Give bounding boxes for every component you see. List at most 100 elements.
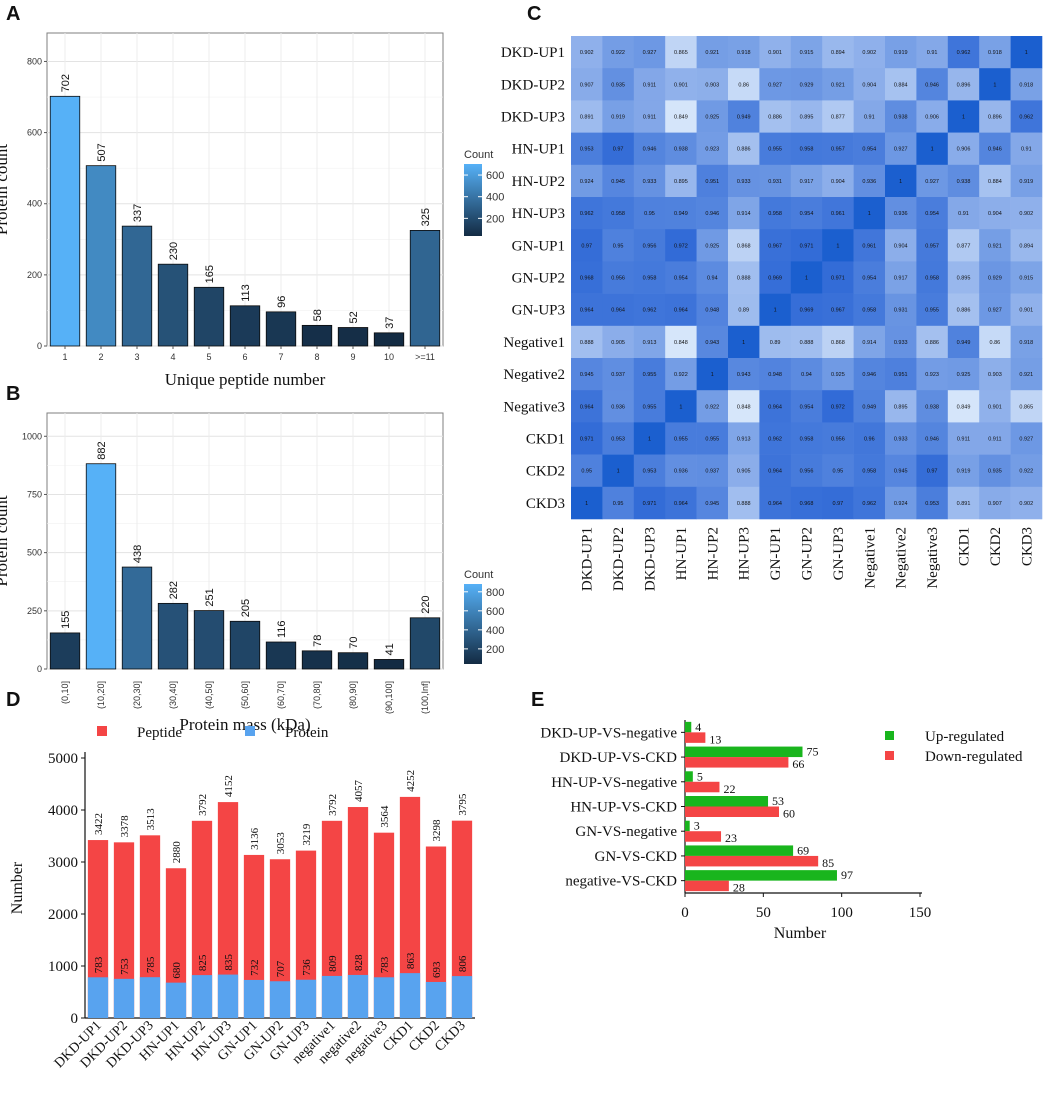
heatmap-cell-CKD3-GN-UP2 bbox=[790, 486, 823, 520]
heatmap-cell-value: 0.923 bbox=[705, 147, 719, 153]
heatmap-cell-DKD-UP2-Negative3 bbox=[916, 68, 949, 101]
heatmap-cell-DKD-UP2-Negative1 bbox=[853, 68, 886, 101]
up-value-label: 5 bbox=[697, 769, 703, 783]
heatmap-cell-HN-UP2-HN-UP2 bbox=[696, 164, 729, 198]
heatmap-cell-Negative2-Negative3 bbox=[916, 358, 949, 391]
bar->=11 bbox=[409, 230, 441, 347]
heatmap-cell-CKD2-GN-UP2 bbox=[790, 454, 823, 488]
heatmap-cell-value: 0.969 bbox=[800, 308, 814, 314]
heatmap-cell-DKD-UP3-HN-UP1 bbox=[665, 100, 697, 133]
heatmap-cell-HN-UP3-GN-UP2 bbox=[790, 197, 823, 230]
heatmap-cell-value: 0.955 bbox=[925, 308, 939, 314]
heatmap-cell-value: 0.922 bbox=[674, 372, 688, 378]
heatmap-cell-value: 0.946 bbox=[925, 82, 939, 88]
legend-colorbar: Count 200 400 600 800 bbox=[464, 569, 504, 664]
heatmap-cell-HN-UP2-DKD-UP3 bbox=[633, 164, 666, 198]
heatmap-cell-CKD1-CKD1 bbox=[947, 422, 980, 455]
heatmap-cell-CKD1-HN-UP1 bbox=[665, 422, 697, 455]
heatmap-cell-value: 0.961 bbox=[862, 243, 876, 249]
heatmap-cell-GN-UP1-Negative3 bbox=[916, 229, 949, 262]
heatmap-row-label: Negative2 bbox=[503, 367, 565, 383]
heatmap-cell-value: 0.906 bbox=[957, 147, 971, 153]
heatmap-cell-value: 0.922 bbox=[705, 404, 719, 410]
x-tick-label: (70,80] bbox=[312, 681, 322, 709]
bar-1 bbox=[49, 95, 81, 347]
heatmap-cell-GN-UP2-CKD3 bbox=[1010, 261, 1043, 294]
heatmap-cell-Negative3-GN-UP1 bbox=[759, 390, 792, 423]
heatmap-cell-HN-UP1-GN-UP3 bbox=[822, 132, 854, 166]
heatmap-col-label: GN-UP2 bbox=[800, 527, 816, 580]
bar-up-GN-VS-negative bbox=[685, 820, 690, 832]
bar-protein-GN-UP1 bbox=[243, 979, 265, 1018]
legend-label-peptide: Peptide bbox=[137, 725, 182, 741]
heatmap-cell-value: 1 bbox=[1025, 50, 1028, 56]
heatmap-col-label: HN-UP3 bbox=[737, 527, 753, 580]
heatmap-cell-CKD1-Negative2 bbox=[885, 422, 917, 455]
heatmap-cell-Negative3-Negative3 bbox=[916, 390, 949, 423]
down-value-label: 13 bbox=[709, 732, 721, 746]
heatmap-cell-value: 0.915 bbox=[1019, 276, 1033, 282]
heatmap-cell-GN-UP1-CKD3 bbox=[1010, 229, 1043, 262]
x-tick-label: 6 bbox=[242, 352, 247, 362]
heatmap-cell-DKD-UP3-DKD-UP3 bbox=[633, 100, 666, 133]
heatmap-cell-value: 0.911 bbox=[643, 115, 656, 121]
bar-protein-HN-UP2 bbox=[191, 975, 213, 1018]
heatmap-cell-value: 0.958 bbox=[862, 308, 876, 314]
heatmap-cell-GN-UP3-GN-UP2 bbox=[790, 293, 823, 327]
heatmap-cell-value: 0.945 bbox=[580, 372, 594, 378]
peptide-value-label: 4057 bbox=[353, 780, 365, 803]
peptide-value-label: 4252 bbox=[405, 770, 417, 792]
heatmap-cell-GN-UP2-DKD-UP3 bbox=[633, 261, 666, 294]
heatmap-cell-CKD3-CKD3 bbox=[1010, 486, 1043, 520]
heatmap-cell-DKD-UP1-DKD-UP2 bbox=[602, 36, 635, 69]
x-tick-label: 3 bbox=[134, 352, 139, 362]
heatmap-cell-HN-UP2-HN-UP1 bbox=[665, 164, 697, 198]
peptide-value-label: 3219 bbox=[301, 823, 313, 846]
heatmap-cell-value: 0.95 bbox=[613, 501, 624, 507]
bar-8 bbox=[301, 324, 333, 347]
y-tick-label: 0 bbox=[71, 1011, 79, 1027]
heatmap-row-label: HN-UP2 bbox=[512, 174, 565, 190]
heatmap-cell-value: 0.927 bbox=[643, 50, 657, 56]
colorbar bbox=[464, 164, 482, 236]
heatmap-cell-CKD1-CKD2 bbox=[979, 422, 1011, 455]
bar-value-label: 205 bbox=[240, 599, 252, 617]
heatmap-cell-GN-UP3-GN-UP1 bbox=[759, 293, 792, 327]
heatmap-cell-CKD3-DKD-UP1 bbox=[571, 486, 603, 520]
heatmap-cell-value: 0.953 bbox=[611, 437, 625, 443]
bar-peptide-CKD1 bbox=[399, 796, 421, 1018]
heatmap-cell-DKD-UP1-CKD3 bbox=[1010, 36, 1043, 69]
bar-value-label: 96 bbox=[276, 296, 288, 308]
heatmap-cell-CKD2-Negative1 bbox=[853, 454, 886, 488]
bar-up-GN-VS-CKD bbox=[685, 845, 794, 856]
heatmap-cell-HN-UP3-HN-UP1 bbox=[665, 197, 697, 230]
protein-value-label: 693 bbox=[431, 961, 443, 978]
heatmap-cell-value: 0.902 bbox=[580, 50, 594, 56]
heatmap-cell-value: 0.954 bbox=[800, 211, 814, 217]
peptide-value-label: 3053 bbox=[275, 832, 287, 855]
bar-protein-negative3 bbox=[373, 977, 395, 1018]
heatmap-cell-value: 1 bbox=[899, 179, 902, 185]
bar-up-DKD-UP-VS-negative bbox=[685, 721, 692, 733]
heatmap-row-label: DKD-UP3 bbox=[501, 110, 565, 126]
heatmap-cell-value: 0.956 bbox=[611, 276, 625, 282]
peptide-value-label: 3378 bbox=[119, 815, 131, 838]
heatmap-cell-value: 0.958 bbox=[643, 276, 657, 282]
heatmap-cell-value: 0.968 bbox=[800, 501, 814, 507]
heatmap-cell-HN-UP2-CKD2 bbox=[979, 164, 1011, 198]
heatmap-cell-DKD-UP2-Negative2 bbox=[885, 68, 917, 101]
heatmap-cell-Negative1-CKD1 bbox=[947, 325, 980, 359]
heatmap-cell-Negative1-GN-UP1 bbox=[759, 325, 792, 359]
bar-up-DKD-UP-VS-CKD bbox=[685, 746, 803, 758]
bar-protein-CKD1 bbox=[399, 973, 421, 1018]
peptide-value-label: 3792 bbox=[327, 794, 339, 816]
panel-B: B 0 250 500 750 1000 155 (0,10] 882 (10,20] 438 (20… bbox=[0, 383, 504, 734]
heatmap-cell-value: 0.921 bbox=[1019, 372, 1033, 378]
heatmap-cell-GN-UP1-Negative2 bbox=[885, 229, 917, 262]
heatmap-cell-DKD-UP1-DKD-UP3 bbox=[633, 36, 666, 69]
heatmap-cell-value: 0.95 bbox=[644, 211, 655, 217]
heatmap-cell-value: 0.97 bbox=[581, 243, 592, 249]
heatmap-cell-Negative2-CKD2 bbox=[979, 358, 1011, 391]
heatmap-cell-HN-UP3-DKD-UP2 bbox=[602, 197, 635, 230]
heatmap-cell-value: 0.921 bbox=[705, 50, 719, 56]
